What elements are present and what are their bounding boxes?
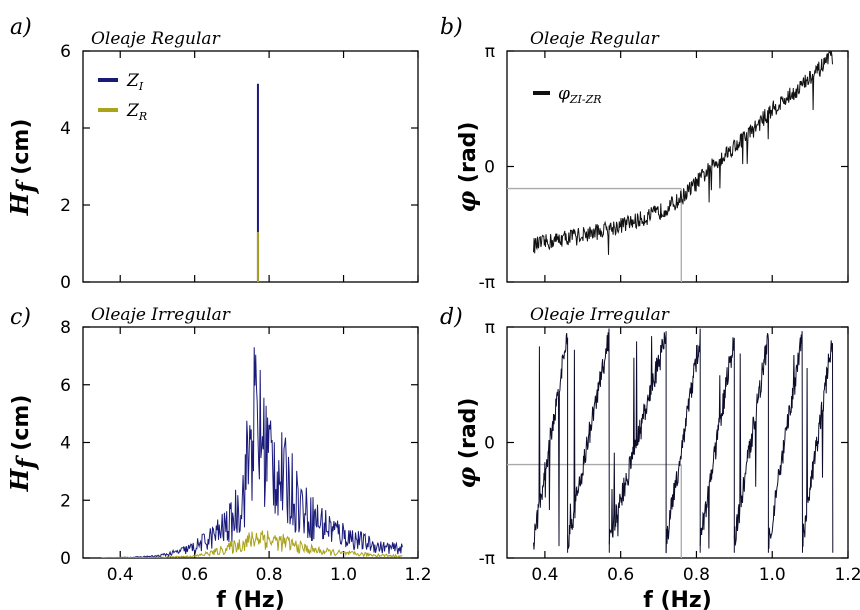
phase-segment [767,331,803,553]
y-axis-label-subscript: f [11,455,40,471]
panel-label: b) [440,15,463,40]
legend-label-sub: ZI-ZR [569,93,602,106]
phase-segment [533,333,569,553]
y-axis-label: Hf (cm) [5,395,40,493]
legend-label: φZI-ZR [558,84,602,106]
panel-title: Oleaje Regular [91,29,221,49]
y-axis-label-unit: (rad) [456,398,481,467]
phase-segment [608,331,667,553]
legend-label: ZR [126,101,147,123]
data-layer [533,328,834,554]
x-tick-label: 0.4 [107,565,134,585]
panel-d: d) Oleaje Irregular 0.4 0.6 0.8 1.0 1.2 -π 0 π φ (… [440,305,860,610]
y-axis-label: φ (rad) [452,122,481,213]
y-tick-label: 0 [60,273,71,293]
x-tick-label: 0.4 [531,565,558,585]
y-axis-label-subscript: f [11,179,40,195]
x-tick-label: 0.8 [683,565,710,585]
panel-label: c) [10,305,31,330]
x-tick-label: 0.6 [607,565,634,585]
y-axis-label-unit: (cm) [9,395,34,459]
y-tick-label: 2 [60,491,71,511]
y-tick-label: 6 [60,376,71,396]
y-axis-label: Hf (cm) [5,119,40,217]
y-tick-label: 6 [60,42,71,62]
y-axis-label-unit: (rad) [456,122,481,191]
y-tick-label: π [485,42,495,62]
phase-segment [802,340,834,553]
x-tick-label: 0.8 [256,565,283,585]
y-tick-label: 4 [60,119,71,139]
phase-line [533,51,833,255]
phase-segment [733,333,769,553]
legend-label-sub: I [138,80,144,93]
x-axis-label: f (Hz) [216,588,285,610]
x-tick-label: 0.6 [181,565,208,585]
y-axis-label-symbol: H [5,467,34,492]
plot-frame [82,50,419,283]
phase-segment [665,328,701,554]
y-tick-label: 8 [60,318,71,338]
panel-title: Oleaje Irregular [91,305,231,325]
y-axis-label-unit: (cm) [9,119,34,183]
spectrum-zr [101,530,403,558]
y-tick-label: 2 [60,196,71,216]
y-axis-label-symbol: φ [452,190,481,212]
y-tick-label: 0 [484,158,495,178]
y-tick-label: π [485,318,495,338]
y-axis-label-symbol: H [5,191,34,216]
panel-c: c) Oleaje Irregular 0.4 0.6 0.8 1.0 1.2 0 2 4 6 8 Hf… [5,305,432,610]
panel-title: Oleaje Irregular [530,305,670,325]
data-layer [101,347,403,558]
y-axis-label: φ (rad) [452,398,481,489]
y-axis-label-symbol: φ [452,466,481,488]
data-layer [533,51,833,255]
y-tick-label: 4 [60,434,71,454]
legend-label-main: Z [126,71,140,91]
legend-label-main: φ [558,84,570,104]
legend-label-sub: R [138,110,147,123]
y-tick-label: -π [479,273,495,293]
x-tick-label: 1.2 [834,565,860,585]
x-tick-label: 1.0 [759,565,786,585]
x-tick-label: 1.0 [330,565,357,585]
plot-frame [82,326,419,559]
x-tick-label: 1.2 [404,565,431,585]
panel-title: Oleaje Regular [530,29,660,49]
legend-label-main: Z [126,101,140,121]
panel-label: d) [440,305,463,330]
phase-segment [699,337,735,553]
y-tick-label: 0 [60,549,71,569]
legend-label: ZI [126,71,144,93]
spectrum-zi [101,347,403,558]
y-tick-label: 0 [484,434,495,454]
panel-label: a) [10,15,32,40]
phase-segment [567,328,610,553]
x-axis-label: f (Hz) [643,588,712,610]
y-tick-label: -π [479,549,495,569]
